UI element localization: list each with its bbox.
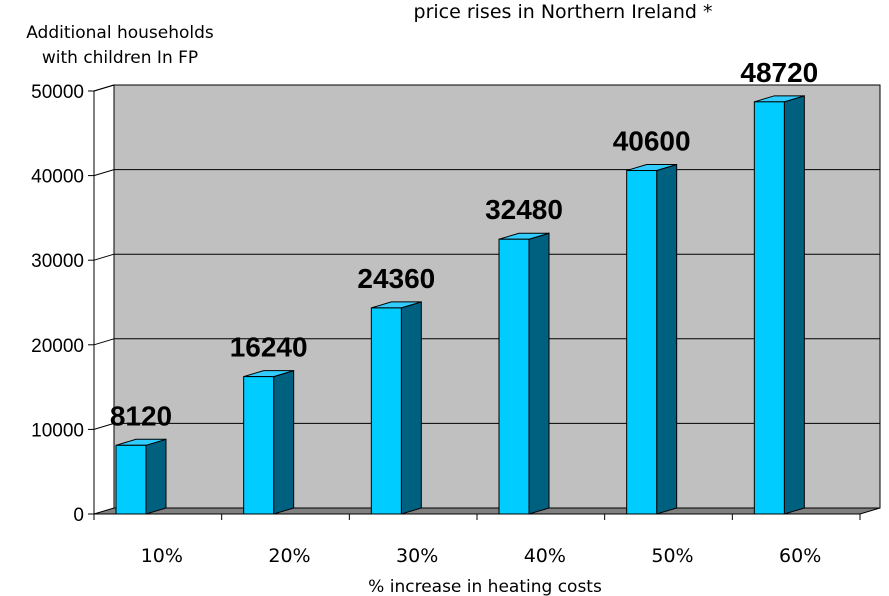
data-label: 48720 [740,57,818,88]
bar [115,438,167,515]
y-axis-title-line-2: with children In FP [42,48,198,68]
bar [370,301,422,515]
bars [115,95,805,515]
x-axis-title: % increase in heating costs [368,577,602,596]
x-tick-label: 60% [779,545,821,567]
gridline-depth [93,422,115,430]
axes: 0 10000 20000 30000 40000 50000 10% 20% 30% 40% 50… [31,82,861,567]
data-label: 8120 [110,400,172,431]
bar-side [400,301,422,515]
y-tick-label: 0 [73,505,84,526]
bar-side [273,369,295,515]
data-labels: 8120 16240 24360 32480 40600 48720 [110,57,818,431]
x-tick-label: 50% [651,545,693,567]
bar [753,95,805,515]
bar-side [783,95,805,515]
bar-front [753,101,785,515]
gridline-depth [93,338,115,346]
gridline-depth [93,169,115,177]
y-tick-label: 10000 [31,420,84,441]
bar-side [656,163,678,515]
y-axis-depth [93,84,115,92]
x-tick-label: 40% [524,545,566,567]
bar-side [528,232,550,515]
x-tick-label: 30% [396,545,438,567]
bar-front [626,170,658,515]
gridlines [93,84,880,430]
bar-front [243,376,275,515]
data-label: 40600 [613,126,691,157]
x-tick-label: 10% [141,545,183,567]
bar [498,232,550,515]
chart-title: price rises in Northern Ireland * [414,1,713,23]
bar [626,163,678,515]
y-tick-label: 30000 [31,251,84,272]
data-label: 16240 [230,332,308,363]
data-label: 32480 [485,194,563,225]
gridline-depth [93,253,115,261]
bar-front [370,307,402,515]
x-tick-label: 20% [268,545,310,567]
data-label: 24360 [357,263,435,294]
y-tick-label: 20000 [31,336,84,357]
y-axis-title-line-1: Additional households [26,23,214,43]
y-tick-label: 40000 [31,167,84,188]
bar-side [145,438,167,515]
bar-front [115,444,147,515]
bar [243,369,295,515]
y-tick-label: 50000 [31,82,84,103]
bar-front [498,238,530,515]
